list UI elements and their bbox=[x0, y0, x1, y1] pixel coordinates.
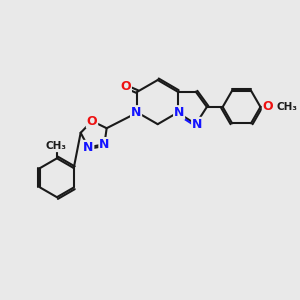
Text: CH₃: CH₃ bbox=[45, 141, 66, 152]
Text: N: N bbox=[99, 138, 110, 151]
Text: O: O bbox=[87, 115, 97, 128]
Text: O: O bbox=[121, 80, 131, 93]
Text: CH₃: CH₃ bbox=[276, 102, 297, 112]
Text: N: N bbox=[174, 106, 184, 119]
Text: N: N bbox=[131, 106, 141, 119]
Text: N: N bbox=[83, 141, 94, 154]
Text: N: N bbox=[192, 118, 202, 131]
Text: O: O bbox=[262, 100, 273, 113]
